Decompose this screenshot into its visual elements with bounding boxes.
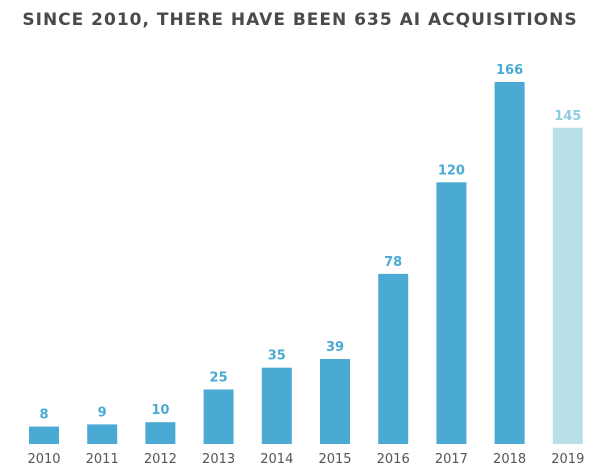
value-label-2010: 8 (39, 408, 48, 423)
value-label-2014: 35 (268, 349, 286, 364)
bar-2016 (378, 273, 409, 444)
tick-label-2013: 2013 (202, 452, 235, 467)
value-label-2016: 78 (384, 255, 402, 270)
bar-2019 (552, 127, 583, 445)
tick-label-2019: 2019 (551, 452, 584, 467)
tick-label-2017: 2017 (435, 452, 468, 467)
tick-label-2010: 2010 (27, 452, 60, 467)
tick-label-2016: 2016 (377, 452, 410, 467)
bar-2013 (203, 389, 234, 444)
tick-label-2018: 2018 (493, 452, 526, 467)
bar-2018 (494, 82, 525, 444)
bar-2014 (261, 367, 292, 444)
tick-label-2011: 2011 (86, 452, 119, 467)
value-labels-group: 8 9 10 25 35 39 78 120 166 145 (39, 63, 581, 423)
bars-group (29, 82, 583, 445)
bar-2015 (320, 359, 350, 444)
bar-2010 (29, 426, 59, 444)
value-label-2011: 9 (98, 405, 107, 420)
bar-2012 (145, 422, 176, 444)
x-axis-tick-labels: 2010 2011 2012 2013 2014 2015 2016 2017 2018 2019 (27, 452, 584, 467)
bar-2011 (87, 424, 118, 444)
value-label-2012: 10 (151, 403, 169, 418)
tick-label-2012: 2012 (144, 452, 177, 467)
value-label-2013: 25 (210, 371, 228, 386)
chart-title: SINCE 2010, THERE HAVE BEEN 635 AI ACQUI… (22, 10, 578, 30)
value-label-2019: 145 (554, 109, 581, 124)
tick-label-2014: 2014 (260, 452, 293, 467)
value-label-2015: 39 (326, 340, 344, 355)
tick-label-2015: 2015 (318, 452, 351, 467)
value-label-2017: 120 (438, 163, 465, 178)
value-label-2018: 166 (496, 63, 523, 78)
bar-2017 (436, 182, 467, 445)
